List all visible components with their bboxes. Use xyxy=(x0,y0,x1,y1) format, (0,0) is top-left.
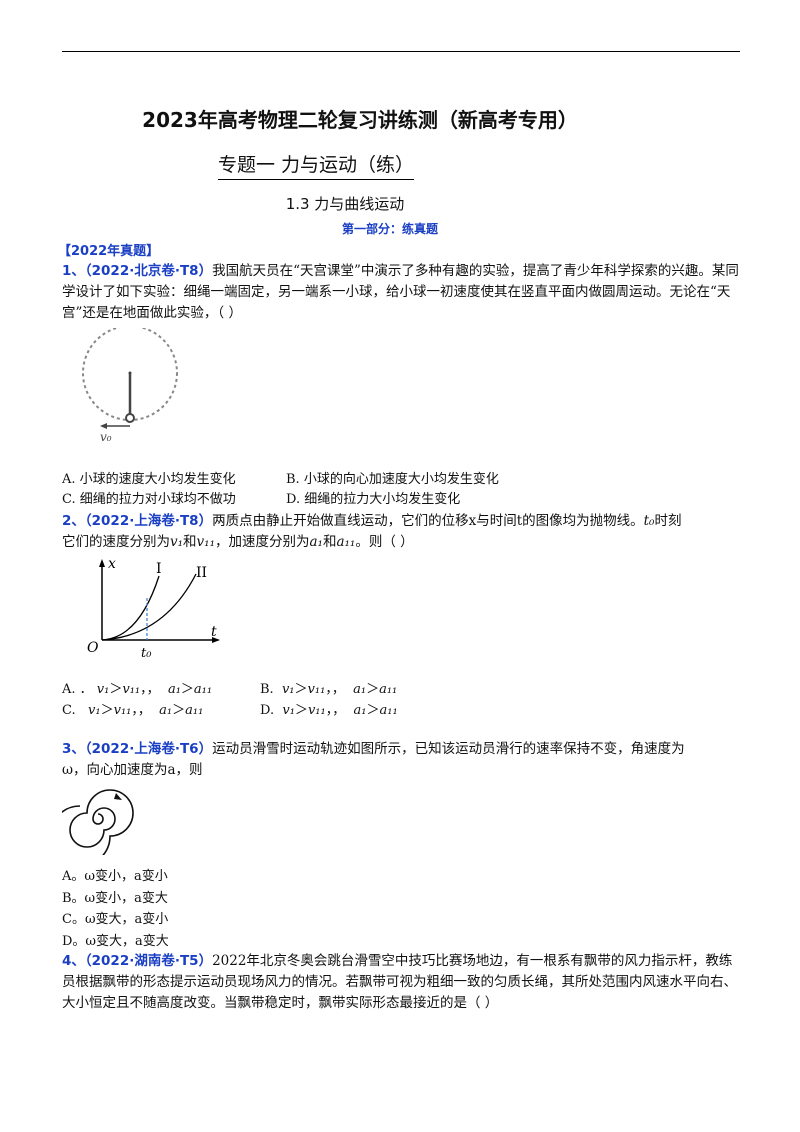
q2-t0: t₀ xyxy=(643,513,655,529)
q2-a-gt2: ＞ xyxy=(180,682,194,697)
q2-c-sep: ，， xyxy=(131,703,151,718)
q2-d-v1: v₁ xyxy=(282,703,295,718)
q2-option-b[interactable]: B. v₁＞v₁₁，， a₁＞a₁₁ xyxy=(260,680,397,700)
q2-and-2: 和 xyxy=(322,534,337,550)
q2-b-prefix: B. xyxy=(260,682,274,697)
q3-option-c[interactable]: C。ω变大，a变小 xyxy=(62,912,169,927)
q2-a-v2: v₁₁ xyxy=(122,682,141,697)
t-axis-label: t xyxy=(211,624,217,640)
q2-a-v1: v₁ xyxy=(96,682,110,697)
q1-option-b[interactable]: B. 小球的向心加速度大小均发生变化 xyxy=(286,472,499,487)
spiral-arrow xyxy=(114,793,122,800)
q2-b-gt1: ＞ xyxy=(294,682,308,697)
t-axis-arrow xyxy=(212,637,220,643)
q2-and-1: 和 xyxy=(183,534,197,550)
q2-c-a2: a₁₁ xyxy=(185,703,204,718)
q2-b-gt2: ＞ xyxy=(366,682,380,697)
q2-b-v1: v₁ xyxy=(281,682,295,697)
q2-d-a1: a₁ xyxy=(353,703,367,718)
question-3-text: 3、（2022·上海卷·T6）运动员滑雪时运动轨迹如图所示，已知该运动员滑行的速… xyxy=(62,739,742,781)
position-time-graph: x t O t₀ I II xyxy=(87,556,220,661)
q2-b-v2: v₁₁ xyxy=(307,682,326,697)
q2-d-a2: a₁₁ xyxy=(379,703,398,718)
question-4-number: 4、（2022·湖南卷·T5） xyxy=(62,953,213,969)
q3-text-2: ω，向心加速度为a，则 xyxy=(62,762,203,778)
q2-a2: a₁₁ xyxy=(336,534,356,550)
q2-text-2: 时刻 xyxy=(654,513,682,529)
fixed-point xyxy=(128,371,132,375)
q2-option-c[interactable]: C. v₁＞v₁₁，， a₁＞a₁₁ xyxy=(62,701,203,721)
question-2-number: 2、（2022·上海卷·T8） xyxy=(62,513,213,529)
q2-text-4: ，加速度分别为 xyxy=(215,534,310,550)
spiral-trajectory-figure xyxy=(62,789,134,855)
document-title: 2023年高考物理二轮复习讲练测（新高考专用） xyxy=(142,108,578,132)
q1-option-a[interactable]: A. 小球的速度大小均发生变化 xyxy=(62,472,236,487)
q2-c-prefix: C. xyxy=(62,703,76,718)
velocity-label: v₀ xyxy=(100,430,112,444)
q2-v1: v₁ xyxy=(170,534,184,550)
question-2-text: 2、（2022·上海卷·T8）两质点由静止开始做直线运动，它们的位移x与时间t的… xyxy=(62,511,742,553)
t0-label: t₀ xyxy=(141,646,152,661)
q2-option-d[interactable]: D. v₁＞v₁₁，， a₁＞a₁₁ xyxy=(260,701,398,721)
q2-option-a[interactable]: A. ． v₁＞v₁₁，， a₁＞a₁₁ xyxy=(62,680,212,700)
q2-text-1: 两质点由静止开始做直线运动，它们的位移x与时间t的图像均为抛物线。 xyxy=(212,513,644,529)
ball xyxy=(125,413,135,423)
q3-text-1: 运动员滑雪时运动轨迹如图所示，已知该运动员滑行的速率保持不变，角速度为 xyxy=(212,741,685,757)
q2-b-a2: a₁₁ xyxy=(379,682,398,697)
q2-d-gt2: ＞ xyxy=(366,703,380,718)
origin-label: O xyxy=(87,640,99,656)
question-1-body: 我国航天员在“天宫课堂”中演示了多种有趣的实验，提高了青少年科学探索的兴趣。某同… xyxy=(62,263,739,321)
q2-b-a1: a₁ xyxy=(353,682,367,697)
x-axis-label: x xyxy=(108,556,116,572)
curve-1-label: I xyxy=(156,561,162,577)
q2-c-v2: v₁₁ xyxy=(113,703,132,718)
q1-option-d[interactable]: D. 细绳的拉力大小均发生变化 xyxy=(286,492,461,507)
curve-2 xyxy=(101,573,197,641)
x-axis-arrow xyxy=(99,559,105,567)
spiral-path xyxy=(62,789,134,855)
arrow-head xyxy=(100,423,107,429)
curve-1 xyxy=(101,575,160,641)
circular-motion-figure: v₀ xyxy=(82,328,178,444)
q2-a-sep: ，， xyxy=(140,682,160,697)
q2-d-sep: ，， xyxy=(325,703,346,718)
year-heading: 【2022年真题】 xyxy=(58,244,160,259)
q2-c-gt1: ＞ xyxy=(100,703,114,718)
curve-2-label: II xyxy=(196,565,207,581)
q2-a-prefix: A. ． xyxy=(62,682,93,697)
q2-a-a1: a₁ xyxy=(167,682,181,697)
q2-a-gt1: ＞ xyxy=(109,682,123,697)
q3-option-d[interactable]: D。ω变大，a变大 xyxy=(62,934,169,949)
q3-option-b[interactable]: B。ω变小，a变大 xyxy=(62,891,168,906)
q4-body: 2022年北京冬奥会跳台滑雪空中技巧比赛场地边，有一根系有飘带的风力指示杆，教练… xyxy=(62,953,737,1011)
section-heading: 1.3 力与曲线运动 xyxy=(285,195,405,213)
header-rule xyxy=(62,51,740,52)
q2-a-a2: a₁₁ xyxy=(193,682,213,697)
part-heading: 第一部分：练真题 xyxy=(341,222,438,236)
q3-option-a[interactable]: A。ω变小，a变小 xyxy=(62,869,168,884)
q2-text-5: 。则（ ） xyxy=(355,534,414,550)
q2-v2: v₁₁ xyxy=(196,534,215,550)
question-3-number: 3、（2022·上海卷·T6） xyxy=(62,741,213,757)
q2-text-3: 它们的速度分别为 xyxy=(62,534,170,550)
q2-a1: a₁ xyxy=(309,534,323,550)
q2-c-a1: a₁ xyxy=(159,703,173,718)
q2-c-v1: v₁ xyxy=(88,703,101,718)
q1-option-c[interactable]: C. 细绳的拉力对小球均不做功 xyxy=(62,492,236,507)
q2-d-v2: v₁₁ xyxy=(307,703,326,718)
question-4-text: 4、（2022·湖南卷·T5）2022年北京冬奥会跳台滑雪空中技巧比赛场地边，有… xyxy=(62,951,742,1014)
question-1-number: 1、（2022·北京卷·T8） xyxy=(62,263,213,279)
document-subtitle: 专题一 力与运动（练） xyxy=(218,150,415,180)
question-1-text: 1、（2022·北京卷·T8）我国航天员在“天宫课堂”中演示了多种有趣的实验，提… xyxy=(62,261,742,324)
q2-d-prefix: D. xyxy=(260,703,275,718)
q2-c-gt2: ＞ xyxy=(172,703,186,718)
q2-d-gt1: ＞ xyxy=(294,703,308,718)
q2-b-sep: ，， xyxy=(325,682,345,697)
